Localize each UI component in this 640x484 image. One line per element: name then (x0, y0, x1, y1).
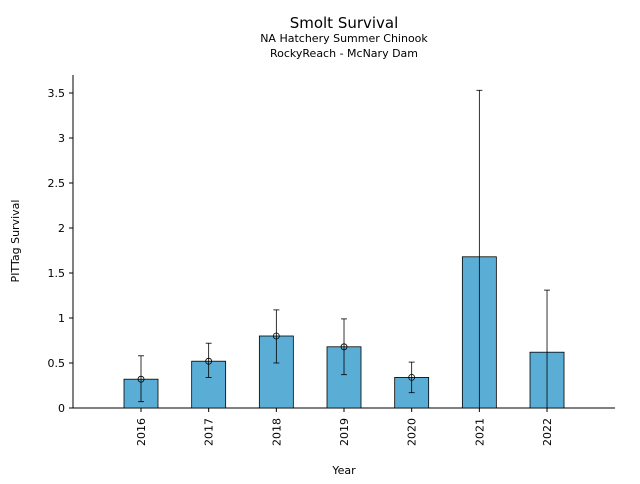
x-tick-label-2022: 2022 (541, 418, 554, 446)
point-marker-2016 (137, 375, 145, 383)
point-marker-2017 (205, 357, 213, 365)
chart-subtitle-line-2: RockyReach - McNary Dam (270, 47, 418, 60)
y-tick-label: 2 (58, 222, 65, 235)
y-tick-label: 2.5 (48, 177, 66, 190)
x-tick-label-2017: 2017 (203, 418, 216, 446)
x-tick-label-2016: 2016 (135, 418, 148, 446)
y-tick-label: 1 (58, 312, 65, 325)
y-tick-label: 3 (58, 132, 65, 145)
x-axis-label: Year (331, 464, 356, 477)
y-tick-label: 3.5 (48, 87, 66, 100)
y-axis-label: PITTag Survival (9, 200, 22, 283)
x-tick-label-2021: 2021 (473, 418, 486, 446)
y-tick-label: 0 (58, 402, 65, 415)
chart-subtitle-line-1: NA Hatchery Summer Chinook (260, 32, 428, 45)
point-marker-2019 (340, 343, 348, 351)
chart-title: Smolt Survival (290, 14, 399, 32)
x-tick-label-2018: 2018 (270, 418, 283, 446)
x-tick-label-2019: 2019 (338, 418, 351, 446)
x-tick-label-2020: 2020 (406, 418, 419, 446)
y-tick-label: 1.5 (48, 267, 66, 280)
y-tick-label: 0.5 (48, 357, 66, 370)
point-marker-2018 (272, 332, 280, 340)
plot-area: 0 0.5 1 1.5 2 2.5 3 3.5 2016 2017 2018 2019 2020 2021… (48, 75, 615, 446)
point-marker-2020 (408, 373, 416, 381)
